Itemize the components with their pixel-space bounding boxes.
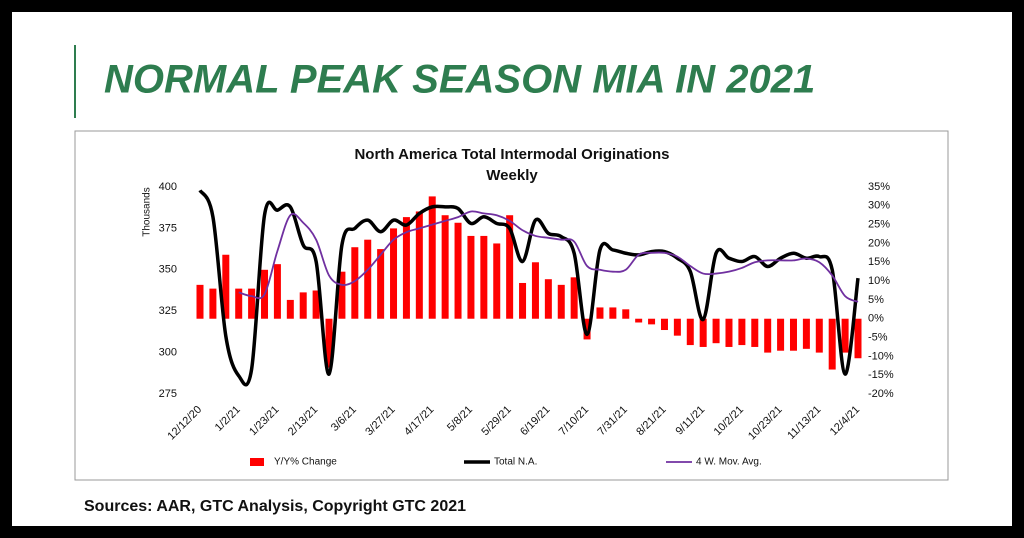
y-tick-label: 300 — [159, 347, 177, 359]
line — [198, 189, 860, 387]
bar — [583, 318, 591, 340]
bar — [777, 318, 785, 351]
line — [238, 210, 859, 303]
bar — [325, 318, 333, 368]
y-tick-label: 275 — [159, 388, 177, 400]
y-axis-label: Thousands — [142, 187, 153, 236]
y2-tick-label: 0% — [868, 313, 884, 325]
bar — [699, 318, 707, 347]
bar — [557, 284, 565, 319]
bar — [622, 309, 630, 319]
y2-tick-label: 5% — [868, 294, 884, 306]
bar — [377, 249, 385, 319]
bar — [789, 318, 797, 351]
bar — [209, 288, 217, 319]
bar — [299, 292, 307, 319]
y-tick-label: 400 — [159, 181, 177, 193]
bar — [660, 318, 668, 331]
y-tick-label: 375 — [159, 222, 177, 234]
bar — [764, 318, 772, 353]
bar — [441, 215, 449, 319]
bar — [273, 264, 281, 319]
bar — [364, 239, 372, 319]
y2-tick-label: -15% — [868, 369, 894, 381]
bar — [802, 318, 810, 349]
bar — [841, 318, 849, 353]
footer: Sources: AAR, GTC Analysis, Copyright GT… — [84, 498, 466, 515]
bar — [815, 318, 823, 353]
bar — [222, 254, 230, 319]
y2-tick-label: 20% — [868, 237, 890, 249]
legend-label: Y/Y% Change — [274, 457, 337, 468]
bar — [402, 217, 410, 319]
chart-title: North America Total Intermodal Originati… — [354, 146, 669, 163]
bar — [415, 211, 423, 319]
y2-tick-label: 25% — [868, 219, 890, 231]
legend-swatch — [250, 458, 264, 466]
y-tick-label: 325 — [159, 305, 177, 317]
bar — [751, 318, 759, 347]
y2-tick-label: 30% — [868, 200, 890, 212]
bar — [712, 318, 720, 344]
y2-tick-label: 35% — [868, 181, 890, 193]
bar — [854, 318, 862, 359]
chart-subtitle: Weekly — [486, 167, 538, 184]
bar — [467, 235, 475, 319]
bar — [312, 290, 320, 319]
y2-tick-label: 15% — [868, 256, 890, 268]
bar — [686, 318, 694, 346]
bar — [351, 247, 359, 319]
bar — [338, 271, 346, 319]
y2-tick-label: 10% — [868, 275, 890, 287]
bar — [648, 318, 656, 325]
bar — [570, 277, 578, 319]
bar — [531, 262, 539, 319]
y2-tick-label: -20% — [868, 388, 894, 400]
y2-tick-label: -5% — [868, 331, 888, 343]
bar — [248, 288, 256, 319]
bar — [235, 288, 243, 319]
slide-title: NORMAL PEAK SEASON MIA IN 2021 — [104, 58, 815, 102]
bar — [454, 222, 462, 319]
bar — [609, 307, 617, 319]
bar — [506, 215, 514, 319]
bar — [390, 228, 398, 319]
bar — [596, 307, 604, 319]
bar — [673, 318, 681, 336]
legend-label: Total N.A. — [494, 457, 537, 468]
bar — [286, 299, 294, 319]
bar — [493, 243, 501, 319]
bar — [828, 318, 836, 370]
bar — [725, 318, 733, 347]
bar — [544, 279, 552, 319]
bar — [519, 282, 527, 319]
bar — [428, 196, 436, 319]
legend-label: 4 W. Mov. Avg. — [696, 457, 762, 468]
y2-tick-label: -10% — [868, 350, 894, 362]
bar — [738, 318, 746, 346]
bar — [196, 284, 204, 319]
y-tick-label: 350 — [159, 264, 177, 276]
bar — [480, 235, 488, 319]
bar — [635, 318, 643, 323]
